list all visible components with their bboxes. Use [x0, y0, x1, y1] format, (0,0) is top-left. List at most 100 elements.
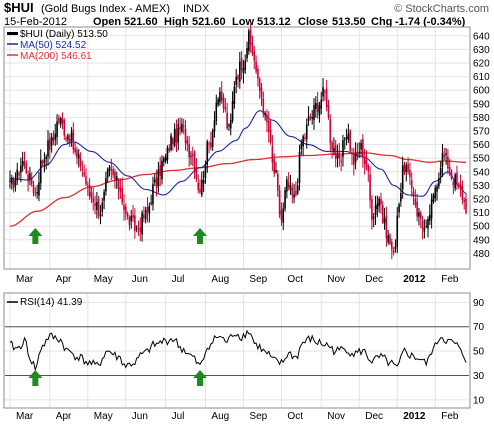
price-bar-body	[320, 99, 323, 109]
price-bar-body	[457, 184, 460, 187]
price-bar-body	[351, 153, 353, 155]
price-bar-body	[41, 161, 44, 164]
price-bar-body	[329, 119, 332, 144]
price-month-label: Aug	[211, 274, 229, 285]
price-tick-label: 600	[473, 86, 490, 97]
price-grid	[5, 35, 469, 254]
price-bar-body	[61, 118, 64, 124]
price-bar-body	[49, 138, 51, 150]
price-bar-body	[342, 140, 344, 157]
rsi-arrows	[28, 370, 207, 386]
price-bar-body	[407, 164, 409, 172]
price-month-label: 2012	[403, 274, 426, 285]
high-label: High	[164, 16, 189, 28]
rsi-x-axis: Mar Apr May Jun Jul Aug Sep Oct Nov Dec 2012 Feb	[16, 411, 459, 422]
price-bar-body	[258, 78, 261, 91]
rsi-month-label: Apr	[56, 411, 72, 422]
price-bar-body	[371, 199, 373, 221]
price-bar-body	[14, 180, 17, 186]
price-bar-body	[38, 182, 40, 196]
price-bar-body	[372, 216, 375, 219]
price-bar-body	[363, 157, 366, 164]
price-bar-body	[18, 173, 20, 176]
legend-price: $HUI (Daily) 513.50	[20, 29, 108, 40]
price-bar-body	[168, 148, 171, 152]
price-tick-label: 620	[473, 59, 490, 70]
price-bar-body	[12, 178, 15, 188]
price-bar-body	[347, 133, 350, 140]
rsi-panel	[3, 292, 471, 409]
price-bar-body	[309, 116, 312, 119]
price-bar-body	[181, 123, 183, 132]
price-month-label: May	[94, 274, 113, 285]
rsi-month-label: Jun	[132, 411, 148, 422]
rsi-y-axis: 10 30 50 70 90	[473, 298, 485, 407]
price-bar-body	[412, 191, 415, 197]
price-bar-body	[83, 172, 85, 176]
open-value: 521.60	[124, 16, 158, 28]
price-bar-body	[275, 170, 277, 172]
price-arrows	[28, 228, 207, 244]
price-bar-body	[345, 136, 348, 139]
price-bar-body	[380, 198, 382, 205]
price-bar-body	[231, 100, 234, 121]
price-bar-body	[414, 198, 417, 206]
rsi-month-label: Aug	[211, 411, 229, 422]
price-tick-label: 550	[473, 154, 490, 165]
price-bar-body	[85, 176, 87, 185]
price-bar-body	[369, 174, 371, 201]
rsi-month-label: Feb	[441, 411, 459, 422]
price-bar-body	[217, 99, 219, 105]
price-bar-body	[456, 172, 458, 185]
price-bar-body	[197, 182, 199, 190]
price-bar-body	[441, 152, 444, 167]
price-bar-body	[246, 47, 248, 59]
price-bar-body	[177, 123, 180, 144]
price-tick-label: 610	[473, 72, 490, 83]
price-panel	[3, 26, 471, 270]
price-bar-body	[267, 120, 270, 133]
price-tick-label: 480	[473, 249, 490, 260]
price-bar-body	[58, 117, 60, 123]
price-bar-body	[271, 145, 274, 163]
price-bar-body	[410, 180, 413, 189]
price-bar-body	[121, 188, 123, 203]
price-bar-body	[191, 154, 194, 156]
price-bar-body	[237, 75, 239, 80]
close-label: Close	[298, 16, 328, 28]
price-bar-body	[119, 187, 122, 192]
price-bar-body	[34, 193, 37, 195]
price-bar-body	[239, 61, 241, 82]
price-bar-body	[264, 113, 266, 116]
rsi-month-label: 2012	[403, 411, 426, 422]
price-bar-body	[313, 105, 315, 121]
price-bar-body	[23, 161, 26, 165]
price-month-label: Feb	[441, 274, 459, 285]
price-bar-body	[229, 119, 232, 129]
price-bar-body	[293, 194, 295, 198]
price-bar-body	[336, 154, 339, 159]
price-bar-body	[206, 141, 209, 165]
price-month-label: Apr	[56, 274, 72, 285]
rsi-month-label: Nov	[327, 411, 345, 422]
price-bar-body	[324, 91, 326, 93]
price-bar-body	[103, 191, 105, 201]
price-bar-body	[148, 206, 151, 214]
price-bar-body	[21, 160, 24, 167]
price-bar-body	[199, 188, 201, 193]
price-bar-body	[90, 192, 93, 199]
price-bars	[9, 22, 467, 260]
price-bar-body	[39, 159, 42, 184]
price-bar-body	[269, 129, 272, 143]
price-bar-body	[434, 187, 437, 199]
high-value: 521.60	[192, 16, 226, 28]
price-bar-body	[307, 116, 310, 121]
price-bar-body	[244, 60, 247, 70]
price-bar-body	[391, 241, 393, 250]
open-label: Open	[93, 16, 121, 28]
price-bar-body	[172, 138, 174, 145]
price-bar-body	[394, 246, 397, 250]
price-bar-body	[277, 173, 279, 191]
price-month-label: Nov	[327, 274, 345, 285]
